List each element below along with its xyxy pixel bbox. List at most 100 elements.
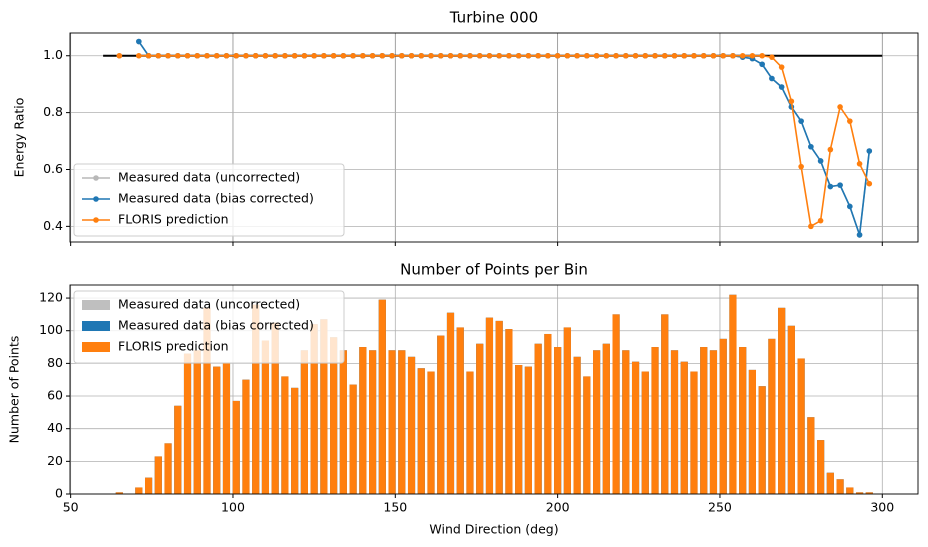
- series-marker: [827, 183, 834, 190]
- series-marker: [379, 52, 386, 59]
- bar: [135, 487, 143, 494]
- x-tick-label: 100: [221, 500, 245, 515]
- bar: [349, 384, 357, 494]
- series-marker: [301, 52, 308, 59]
- series-marker: [360, 52, 366, 59]
- series-marker: [798, 118, 804, 124]
- series-marker: [593, 52, 600, 59]
- chart-title: Number of Points per Bin: [400, 261, 588, 279]
- x-tick-label: 300: [870, 500, 894, 515]
- series-marker: [136, 38, 142, 45]
- y-tick-label: 0.6: [43, 161, 63, 176]
- series-marker: [252, 52, 259, 59]
- bar: [407, 356, 416, 494]
- y-tick-label: 40: [47, 420, 63, 435]
- bar: [213, 366, 221, 494]
- series-marker: [340, 52, 347, 59]
- bar: [729, 294, 737, 494]
- bar: [622, 350, 630, 494]
- legend-swatch: [82, 321, 110, 331]
- bar: [398, 350, 406, 494]
- series-marker: [535, 52, 541, 59]
- y-axis-label: Number of Points: [7, 336, 22, 444]
- series-marker: [457, 52, 464, 59]
- series-marker: [623, 52, 629, 59]
- series-marker: [691, 52, 697, 59]
- bar: [670, 350, 679, 494]
- bar: [817, 440, 825, 494]
- series-marker: [213, 52, 220, 59]
- series-marker: [798, 163, 804, 170]
- series-marker: [282, 52, 288, 59]
- series-marker: [574, 52, 580, 59]
- y-tick-label: 1.0: [43, 47, 63, 62]
- series-marker: [350, 52, 356, 59]
- bar: [505, 329, 513, 494]
- series-marker: [437, 52, 444, 59]
- series-marker: [145, 52, 152, 59]
- series-marker: [204, 52, 210, 59]
- bar: [203, 307, 211, 494]
- bar: [709, 350, 718, 494]
- series-marker: [808, 143, 814, 150]
- series-marker: [184, 52, 191, 59]
- x-tick-label: 50: [63, 500, 79, 515]
- series-marker: [369, 52, 376, 59]
- bar: [700, 347, 708, 494]
- x-tick-label: 200: [546, 500, 570, 515]
- series-marker: [788, 98, 795, 105]
- bar: [378, 299, 386, 494]
- bar: [427, 371, 435, 494]
- y-tick-label: 0.8: [43, 104, 63, 119]
- series-marker: [847, 118, 853, 124]
- legend-box: [73, 290, 345, 364]
- series-marker: [545, 52, 551, 59]
- y-tick-label: 0: [55, 486, 63, 501]
- series-marker: [194, 52, 201, 59]
- series-marker: [642, 52, 649, 59]
- top-panel: 0.4 0.6 0.8 1.0 Turbine 000 Energy Ratio Measu…: [12, 9, 919, 246]
- legend-label: Measured data (uncorrected): [118, 170, 300, 185]
- bar: [183, 353, 192, 494]
- series-marker: [467, 52, 473, 59]
- series-marker: [116, 52, 123, 59]
- bar: [544, 333, 552, 494]
- bar: [281, 376, 289, 494]
- bar: [651, 347, 659, 494]
- legend-swatch: [82, 300, 110, 310]
- series-marker: [486, 52, 493, 59]
- series-marker: [272, 52, 278, 59]
- bar: [602, 343, 610, 494]
- bar: [846, 487, 854, 494]
- series-marker: [233, 52, 240, 59]
- series-marker: [837, 104, 843, 110]
- series-marker: [730, 52, 736, 59]
- legend-swatch: [82, 342, 110, 352]
- x-axis-label: Wind Direction (deg): [429, 522, 558, 537]
- series-marker: [243, 52, 249, 59]
- bar: [583, 376, 591, 494]
- series-marker: [447, 52, 454, 59]
- bar: [115, 492, 123, 494]
- bar: [485, 317, 494, 494]
- legend-label: Measured data (uncorrected): [118, 297, 300, 312]
- legend-label: Measured data (bias corrected): [118, 318, 314, 333]
- bar: [593, 350, 601, 494]
- bar: [534, 343, 542, 494]
- y-axis-label: Energy Ratio: [12, 98, 27, 178]
- legend-marker: [93, 175, 99, 181]
- series-marker: [291, 52, 298, 59]
- series-marker: [759, 52, 765, 59]
- bar: [476, 343, 484, 494]
- bar: [388, 350, 396, 494]
- series-marker: [330, 52, 337, 59]
- series-marker: [661, 52, 668, 59]
- bar: [252, 304, 260, 494]
- series-marker: [603, 52, 610, 59]
- y-tick-label: 100: [39, 322, 63, 337]
- bar: [563, 327, 571, 494]
- bar: [787, 325, 795, 494]
- series-marker: [837, 182, 843, 188]
- bar: [524, 366, 532, 494]
- bar: [232, 400, 240, 494]
